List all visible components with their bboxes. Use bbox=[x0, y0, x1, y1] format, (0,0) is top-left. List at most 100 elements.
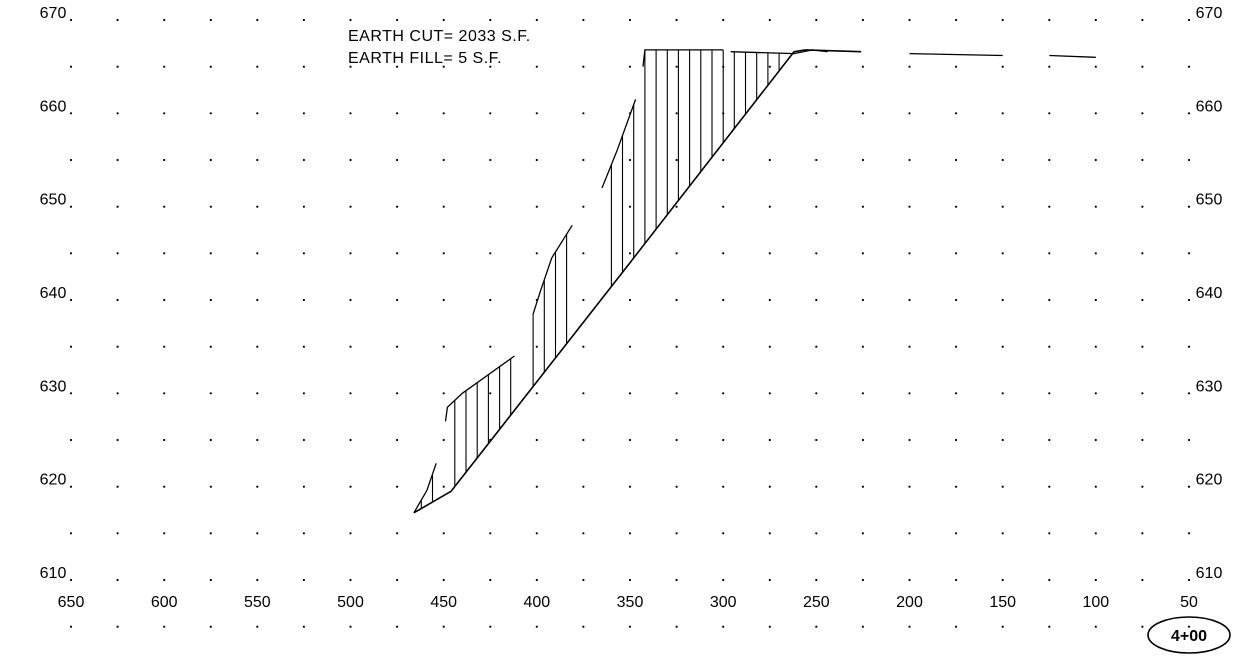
grid-dot bbox=[675, 298, 678, 302]
grid-dot bbox=[1001, 532, 1004, 535]
grid-dot bbox=[209, 485, 212, 488]
grid-dot bbox=[302, 485, 305, 488]
grid-dot bbox=[1094, 252, 1097, 255]
grid-dot bbox=[675, 438, 678, 442]
y-tick-label: 630 bbox=[1196, 378, 1223, 395]
grid-dot bbox=[722, 392, 725, 395]
grid-dot bbox=[209, 438, 212, 442]
grid-dot bbox=[442, 578, 445, 582]
grid-dot bbox=[396, 485, 399, 488]
grid-dot bbox=[302, 252, 305, 255]
grid-dot bbox=[535, 578, 538, 582]
grid-dot bbox=[396, 112, 399, 115]
x-tick-label: 600 bbox=[151, 594, 178, 611]
grid-dot bbox=[675, 18, 678, 22]
grid-dot bbox=[349, 392, 352, 395]
grid-dot bbox=[535, 392, 538, 395]
grid-dot bbox=[302, 112, 305, 115]
y-tick-label: 620 bbox=[1196, 472, 1223, 489]
grid-dot bbox=[209, 578, 212, 582]
grid-dot bbox=[1048, 578, 1051, 582]
grid-dot bbox=[722, 252, 725, 255]
grid-dot bbox=[256, 392, 259, 395]
grid-dot bbox=[582, 625, 585, 628]
grid-dot bbox=[209, 252, 212, 255]
grid-dot bbox=[908, 158, 911, 162]
grid-dot bbox=[1048, 65, 1051, 68]
grid-dot bbox=[489, 205, 492, 208]
grid-dot bbox=[861, 438, 865, 442]
grid-dot bbox=[1187, 578, 1191, 582]
grid-dot bbox=[442, 158, 445, 162]
grid-dot bbox=[722, 532, 725, 535]
grid-dot bbox=[722, 345, 725, 348]
grid-dot bbox=[1187, 65, 1191, 68]
grid-dot bbox=[1141, 438, 1144, 442]
grid-dot bbox=[489, 345, 492, 348]
cut-hatching bbox=[420, 49, 780, 509]
grid-dot bbox=[815, 252, 818, 255]
grid-dot bbox=[163, 485, 166, 488]
grid-dot bbox=[69, 298, 73, 302]
grid-dot bbox=[163, 578, 166, 582]
grid-dot bbox=[768, 298, 771, 302]
grid-dot bbox=[1094, 345, 1097, 348]
grid-dot bbox=[955, 392, 958, 395]
grid-dot bbox=[628, 438, 632, 442]
grid-dot bbox=[1187, 625, 1191, 628]
grid-dot bbox=[256, 252, 259, 255]
grid-dot bbox=[955, 625, 958, 628]
grid-dot bbox=[815, 345, 818, 348]
grid-dot bbox=[302, 532, 305, 535]
grid-dot bbox=[302, 438, 305, 442]
grid-dot bbox=[442, 298, 445, 302]
grid-dot bbox=[1094, 485, 1097, 488]
existing-ground-segment bbox=[413, 463, 437, 514]
grid-dot bbox=[815, 18, 818, 22]
grid-dot bbox=[815, 532, 818, 535]
grid-dot bbox=[582, 298, 585, 302]
grid-dot bbox=[722, 158, 725, 162]
existing-ground-segment bbox=[601, 99, 637, 189]
grid-dot bbox=[1094, 532, 1097, 535]
grid-dot bbox=[209, 392, 212, 395]
grid-dot bbox=[489, 578, 492, 582]
grid-dot bbox=[1141, 65, 1144, 68]
grid-dot bbox=[489, 158, 492, 162]
grid-dot bbox=[302, 345, 305, 348]
grid-dot bbox=[628, 298, 632, 302]
grid-dot bbox=[861, 578, 865, 582]
grid-dot bbox=[535, 438, 538, 442]
grid-dot bbox=[349, 112, 352, 115]
existing-ground-segment bbox=[532, 224, 573, 315]
grid-dot bbox=[908, 205, 911, 208]
grid-dot bbox=[1187, 158, 1191, 162]
y-tick-label: 650 bbox=[1196, 192, 1223, 209]
grid-dot bbox=[163, 392, 166, 395]
grid-dot bbox=[489, 18, 492, 22]
grid-dot bbox=[116, 205, 119, 208]
earth-cut-note: EARTH CUT= 2033 S.F. bbox=[348, 28, 531, 45]
grid-dot bbox=[955, 578, 958, 582]
grid-dot bbox=[442, 65, 445, 68]
grid-dot bbox=[396, 625, 399, 628]
grid-dot bbox=[535, 18, 538, 22]
grid-dot bbox=[628, 392, 632, 395]
x-tick-label: 300 bbox=[710, 594, 737, 611]
y-tick-label: 610 bbox=[40, 565, 67, 582]
grid-dot bbox=[1141, 345, 1144, 348]
grid-dot bbox=[256, 578, 259, 582]
grid-dot bbox=[908, 532, 911, 535]
grid-dot bbox=[442, 625, 445, 628]
grid-dot bbox=[116, 345, 119, 348]
grid-dot bbox=[582, 158, 585, 162]
grid-dot bbox=[209, 532, 212, 535]
grid-dot bbox=[535, 345, 538, 348]
x-tick-label: 50 bbox=[1180, 594, 1198, 611]
y-tick-label: 660 bbox=[40, 98, 67, 115]
grid-dot bbox=[582, 252, 585, 255]
grid-dot bbox=[815, 392, 818, 395]
grid-dot bbox=[349, 65, 352, 68]
grid-dot bbox=[1094, 205, 1097, 208]
grid-dot bbox=[116, 158, 119, 162]
